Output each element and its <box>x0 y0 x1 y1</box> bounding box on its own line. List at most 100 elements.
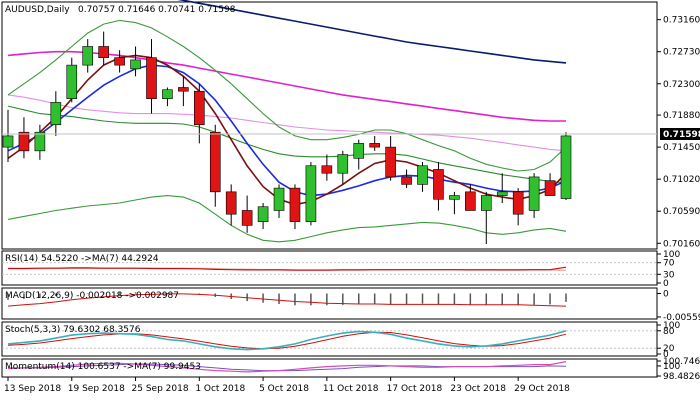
momentum-tick-label: 98.4826 <box>663 372 700 382</box>
candle-down <box>321 165 333 174</box>
price-tick-label: 0.71020 <box>663 175 700 185</box>
price-tick-label: 0.72730 <box>663 48 700 58</box>
ma-line <box>7 105 567 184</box>
stoch-label: Stoch(5,3,3) 79.6302 68.3576 <box>5 325 141 335</box>
candle-down <box>18 131 30 152</box>
symbol-label: AUDUSD,Daily <box>5 5 70 15</box>
ma-line <box>7 195 567 243</box>
candle-down <box>178 87 189 92</box>
macd-tick-label: -0.005592 <box>663 313 700 323</box>
candle-up <box>417 165 428 185</box>
rsi-tick-label: 30 <box>663 270 675 280</box>
date-axis: 13 Sep 2018 19 Sep 2018 25 Sep 2018 1 Oct 2… <box>4 377 570 394</box>
date-tick-label: 29 Oct 2018 <box>514 384 570 394</box>
candle-up <box>66 64 78 99</box>
price-tick-label: 0.71880 <box>663 111 700 121</box>
candle-down <box>512 191 524 215</box>
stoch-k-line <box>7 330 567 351</box>
stoch-tick-label: 80 <box>663 327 675 337</box>
date-tick-label: 17 Oct 2018 <box>387 384 443 394</box>
date-tick-label: 11 Oct 2018 <box>323 384 379 394</box>
last-price-tag-bg <box>660 128 700 140</box>
candles <box>2 31 572 245</box>
momentum-plot <box>7 361 567 373</box>
candle-down <box>433 169 444 200</box>
macd-tick-label: 0 <box>663 290 669 300</box>
macd-axis: 0 -0.005592 <box>657 290 700 323</box>
date-tick-label: 5 Oct 2018 <box>259 384 309 394</box>
price-axis: 0.73160 0.72730 0.72300 0.71880 0.71450 0.710… <box>657 16 700 249</box>
candle-down <box>465 191 476 211</box>
momentum-label: Momentum(14) 100.6537 ->MA(7) 99.9453 <box>5 362 201 372</box>
candle-up <box>162 89 173 99</box>
price-tick-label: 0.71450 <box>663 143 700 153</box>
candle-up <box>50 102 62 126</box>
candle-up <box>305 165 317 222</box>
candle-up <box>257 206 269 222</box>
momentum-line <box>7 361 567 373</box>
candle-down <box>194 90 205 126</box>
ma-line <box>7 54 567 206</box>
macd-plot <box>7 292 567 307</box>
momentum-axis: 100.746410098.4826 <box>657 357 700 382</box>
candle-up <box>34 131 46 152</box>
stoch-d-line <box>7 331 567 350</box>
candle-up <box>273 187 285 211</box>
candle-up <box>480 195 492 211</box>
last-price-tag: 0.71598 <box>663 130 700 140</box>
candle-down <box>114 57 125 66</box>
candle-down <box>289 187 301 222</box>
ma-line <box>7 19 567 172</box>
date-tick-label: 25 Sep 2018 <box>132 384 189 394</box>
rsi-tick-label: 0 <box>663 279 669 289</box>
candle-up <box>496 191 508 196</box>
candle-up <box>130 59 141 70</box>
macd-label: MACD(12,26,9) -0.002018 ->0.002987 <box>5 291 179 301</box>
rsi-tick-label: 100 <box>663 250 680 260</box>
momentum-tick-label: 100.7464 <box>663 357 700 367</box>
stoch-tick-label: 0 <box>663 350 669 360</box>
stoch-tick-label: 20 <box>663 344 675 354</box>
candle-up <box>82 46 94 66</box>
candle-up <box>337 154 349 174</box>
candle-down <box>401 176 412 185</box>
price-tick-label: 0.73160 <box>663 16 700 26</box>
macd-panel: MACD(12,26,9) -0.002018 ->0.002987 0 -0.0… <box>1 287 700 323</box>
candle-down <box>241 210 253 226</box>
date-tick-label: 13 Sep 2018 <box>4 384 61 394</box>
moving-averages <box>7 0 567 243</box>
candle-down <box>209 131 221 193</box>
candle-down <box>98 46 109 58</box>
candle-down <box>146 57 157 99</box>
date-tick-label: 23 Oct 2018 <box>450 384 506 394</box>
price-tick-label: 0.70590 <box>663 207 700 217</box>
momentum-panel: Momentum(14) 100.6537 ->MA(7) 99.9453 10… <box>1 357 700 382</box>
price-tick-label: 0.72300 <box>663 80 700 90</box>
candle-down <box>369 143 380 148</box>
rsi-tick-label: 70 <box>663 259 675 269</box>
candle-down <box>544 180 556 196</box>
candle-up <box>2 135 14 148</box>
ma-line <box>7 64 567 197</box>
stoch-plot <box>2 330 657 351</box>
ma-line <box>7 94 567 152</box>
momentum-tick-label: 100 <box>663 362 680 372</box>
macd-signal-line <box>7 293 567 307</box>
candle-down <box>385 146 396 178</box>
stoch-tick-label: 100 <box>663 321 680 331</box>
date-tick-label: 1 Oct 2018 <box>195 384 245 394</box>
rsi-label: RSI(14) 54.5220 ->MA(7) 44.2924 <box>5 254 159 264</box>
ohlc-header: 0.70757 0.71646 0.70741 0.71598 <box>78 5 236 15</box>
date-tick-label: 19 Sep 2018 <box>68 384 125 394</box>
price-panel: AUDUSD,Daily 0.70757 0.71646 0.70741 0.7… <box>1 0 700 250</box>
ma-line <box>177 0 567 64</box>
candle-up <box>449 195 460 200</box>
candle-up <box>528 176 540 211</box>
price-tick-label: 0.70160 <box>663 239 700 249</box>
candle-up <box>560 135 572 199</box>
